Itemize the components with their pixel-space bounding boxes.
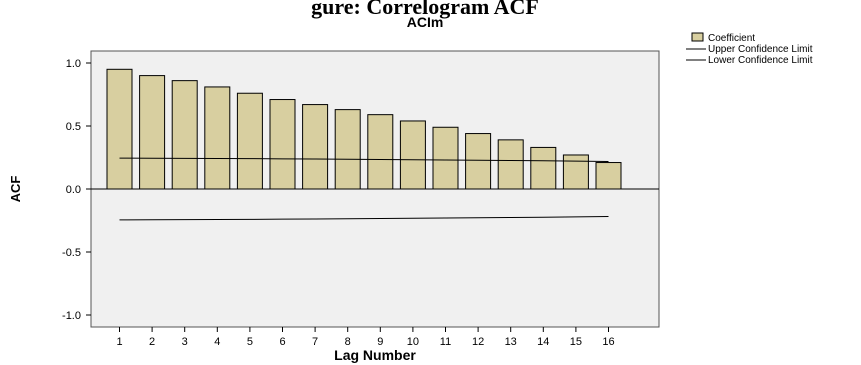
acf-bar: [334, 109, 361, 190]
y-tick-label: 1.0: [66, 58, 81, 70]
acf-bar: [236, 92, 263, 190]
confidence-limits: [119, 157, 609, 221]
legend-label-lower: Lower Confidence Limit: [708, 55, 813, 66]
acf-bar: [106, 68, 133, 190]
x-tick-label: 14: [537, 336, 549, 348]
x-tick-label: 10: [407, 336, 419, 348]
acf-bar: [530, 146, 557, 190]
x-tick-label: 3: [182, 336, 188, 348]
x-tick-label: 12: [472, 336, 484, 348]
x-tick-label: 7: [312, 336, 318, 348]
x-tick-label: 6: [279, 336, 285, 348]
x-axis: 1 2 3 4 5 6 7 8 9 10 11 12 13 14 15 16: [116, 327, 615, 348]
acf-bar: [562, 154, 589, 190]
acf-bar: [171, 80, 198, 190]
acf-bar: [465, 133, 492, 190]
x-tick-label: 9: [377, 336, 383, 348]
acf-bar: [367, 114, 394, 190]
y-tick-label: 0.0: [66, 184, 81, 196]
acf-bar: [204, 86, 231, 190]
acf-bar: [432, 126, 459, 190]
x-tick-label: 13: [505, 336, 517, 348]
x-tick-label: 1: [116, 336, 122, 348]
acf-bar: [302, 104, 329, 190]
x-tick-label: 4: [214, 336, 220, 348]
legend-swatch-coefficient: [691, 32, 704, 42]
bar-series: [106, 68, 622, 190]
x-tick-label: 16: [602, 336, 614, 348]
page-header: gure: Correlogram ACF: [311, 0, 539, 19]
lower-confidence-limit-line: [119, 215, 609, 221]
legend-label-coefficient: Coefficient: [708, 33, 755, 44]
acf-bar: [497, 139, 524, 190]
acf-bar: [595, 162, 622, 190]
upper-confidence-limit-line: [119, 157, 609, 163]
x-tick-label: 11: [440, 336, 451, 348]
chart-title: ACIm: [407, 14, 444, 30]
legend-label-upper: Upper Confidence Limit: [708, 44, 813, 55]
x-axis-label: Lag Number: [334, 347, 416, 363]
y-axis-label: ACF: [8, 176, 23, 203]
x-tick-label: 8: [345, 336, 351, 348]
y-tick-label: 0.5: [66, 121, 81, 133]
acf-bar: [399, 120, 426, 190]
acf-bar: [269, 99, 296, 190]
y-tick-label: -0.5: [62, 247, 81, 259]
y-tick-label: -1.0: [62, 310, 81, 322]
acf-bar: [139, 75, 166, 190]
x-tick-label: 2: [149, 336, 155, 348]
x-tick-label: 15: [570, 336, 582, 348]
x-tick-label: 5: [247, 336, 253, 348]
